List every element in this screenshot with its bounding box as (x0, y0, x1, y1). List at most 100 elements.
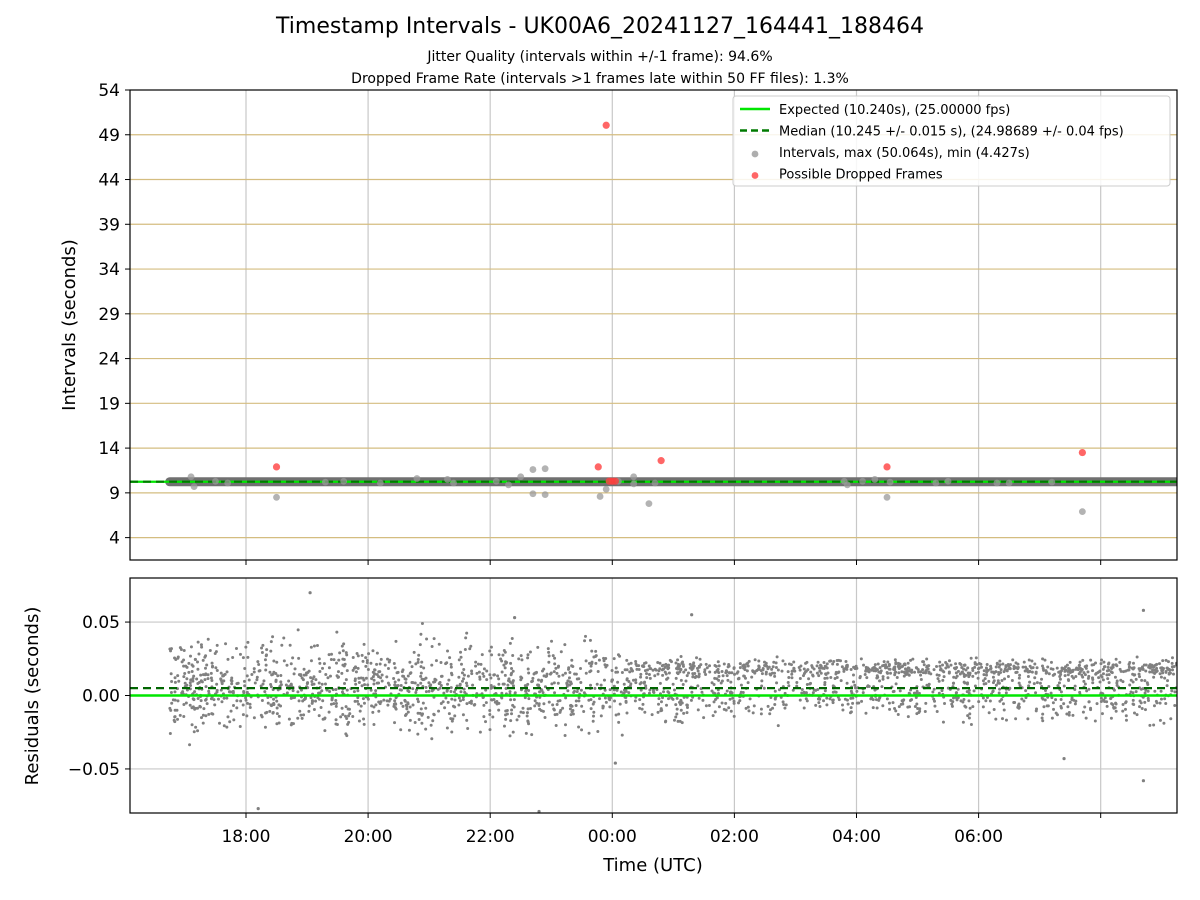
residual-point (430, 663, 434, 667)
residual-point (746, 664, 750, 668)
residual-point (637, 664, 641, 668)
residual-point (1068, 660, 1072, 664)
residual-point (743, 668, 747, 672)
residual-point (775, 655, 779, 659)
residual-point (987, 711, 991, 715)
residual-point (917, 670, 921, 674)
residual-point (841, 708, 845, 712)
residual-point (229, 709, 233, 713)
residual-point (404, 703, 408, 707)
residual-point (188, 681, 192, 685)
residual-point (330, 696, 334, 700)
residual-point (501, 653, 505, 657)
residual-point (553, 656, 557, 660)
residual-point (180, 660, 184, 664)
residual-point (802, 667, 806, 671)
residual-point (464, 636, 468, 640)
residual-point (1082, 679, 1086, 683)
residual-point (1049, 660, 1053, 664)
residual-point (679, 708, 683, 712)
residual-point (828, 697, 832, 701)
residual-point (393, 721, 397, 725)
residual-point (329, 702, 333, 706)
residual-point (1140, 678, 1144, 682)
residual-point (235, 706, 239, 710)
residual-point (921, 668, 925, 672)
residual-point (663, 720, 667, 724)
residual-point (1028, 670, 1032, 674)
residual-point (481, 672, 485, 676)
residual-point (895, 676, 899, 680)
residual-point (935, 665, 939, 669)
interval-point (1189, 479, 1196, 486)
residual-point (169, 708, 173, 712)
residual-point (380, 673, 384, 677)
residual-point (206, 637, 210, 641)
residual-point (955, 698, 959, 702)
residual-point (639, 672, 643, 676)
residual-point (823, 689, 827, 693)
residual-point (526, 653, 530, 657)
residual-point (439, 702, 443, 706)
residual-point (194, 725, 198, 729)
residual-point (177, 679, 181, 683)
residual-point (1131, 698, 1135, 702)
residual-point (317, 657, 321, 661)
residual-point (614, 666, 618, 670)
residual-point (936, 677, 940, 681)
residual-point (1087, 700, 1091, 704)
residual-point (885, 670, 889, 674)
residual-point (695, 656, 699, 660)
residual-point (1074, 667, 1078, 671)
bottom-y-tick-label: 0.00 (82, 687, 120, 707)
residual-point (255, 675, 259, 679)
residual-point (1102, 660, 1106, 664)
residual-outlier-point (1141, 779, 1146, 783)
residual-point (1060, 666, 1064, 670)
residual-point (725, 674, 729, 678)
residual-point (555, 702, 559, 706)
residual-point (835, 658, 839, 662)
residual-point (665, 703, 669, 707)
residual-point (751, 669, 755, 673)
residual-point (1089, 708, 1093, 712)
residual-point (449, 662, 453, 666)
residual-point (329, 658, 333, 662)
residual-point (228, 720, 232, 724)
residual-point (947, 659, 951, 663)
residual-point (994, 717, 998, 721)
residual-point (864, 669, 868, 673)
residual-point (509, 673, 513, 677)
residual-point (219, 688, 223, 692)
residual-point (1032, 682, 1036, 686)
residual-point (737, 701, 741, 705)
residual-point (215, 682, 219, 686)
residual-point (530, 733, 534, 737)
residual-point (781, 700, 785, 704)
residual-point (364, 656, 368, 660)
residual-point (602, 659, 606, 663)
residual-point (204, 685, 208, 689)
residual-point (915, 702, 919, 706)
residual-point (947, 671, 951, 675)
residual-point (245, 701, 249, 705)
residual-point (1124, 718, 1128, 722)
residual-point (536, 683, 540, 687)
residual-point (925, 657, 929, 661)
residual-point (424, 685, 428, 689)
interval-point (517, 473, 525, 481)
residual-point (1105, 704, 1109, 708)
residual-point (580, 728, 584, 732)
residual-point (977, 662, 981, 666)
residual-point (399, 688, 403, 692)
residual-point (801, 674, 805, 678)
residual-point (466, 727, 470, 731)
residual-point (814, 688, 818, 692)
residual-point (309, 696, 313, 700)
residual-point (1148, 723, 1152, 727)
residual-point (478, 677, 482, 681)
residual-point (985, 662, 989, 666)
residual-point (715, 696, 719, 700)
residual-point (355, 652, 359, 656)
interval-point (843, 481, 851, 489)
